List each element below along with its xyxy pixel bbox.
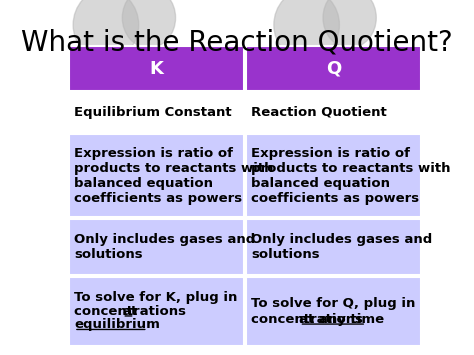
FancyBboxPatch shape [69, 219, 244, 275]
FancyBboxPatch shape [246, 219, 421, 275]
Text: equilibrium: equilibrium [74, 318, 160, 331]
Text: Q: Q [326, 60, 341, 78]
Text: concentrations: concentrations [74, 305, 191, 318]
Text: To solve for Q, plug in: To solve for Q, plug in [251, 297, 416, 310]
Text: Only includes gases and
solutions: Only includes gases and solutions [74, 233, 255, 261]
Ellipse shape [274, 0, 339, 60]
FancyBboxPatch shape [69, 46, 244, 91]
Text: at: at [122, 305, 137, 318]
FancyBboxPatch shape [69, 134, 244, 217]
Text: Equilibrium Constant: Equilibrium Constant [74, 106, 232, 119]
FancyBboxPatch shape [246, 93, 421, 132]
FancyBboxPatch shape [69, 93, 244, 132]
Ellipse shape [73, 0, 139, 60]
Text: To solve for K, plug in: To solve for K, plug in [74, 291, 237, 304]
Text: K: K [150, 60, 164, 78]
Text: Expression is ratio of
products to reactants with
balanced equation
coefficients: Expression is ratio of products to react… [251, 147, 451, 204]
FancyBboxPatch shape [69, 277, 244, 346]
Text: at any time: at any time [300, 313, 384, 326]
Text: concentrations: concentrations [251, 313, 368, 326]
Text: Only includes gases and
solutions: Only includes gases and solutions [251, 233, 432, 261]
Ellipse shape [122, 0, 175, 48]
Text: Reaction Quotient: Reaction Quotient [251, 106, 387, 119]
Text: What is the Reaction Quotient?: What is the Reaction Quotient? [21, 28, 453, 56]
Ellipse shape [323, 0, 376, 48]
FancyBboxPatch shape [246, 46, 421, 91]
Text: Expression is ratio of
products to reactants with
balanced equation
coefficients: Expression is ratio of products to react… [74, 147, 273, 204]
FancyBboxPatch shape [246, 134, 421, 217]
FancyBboxPatch shape [246, 277, 421, 346]
